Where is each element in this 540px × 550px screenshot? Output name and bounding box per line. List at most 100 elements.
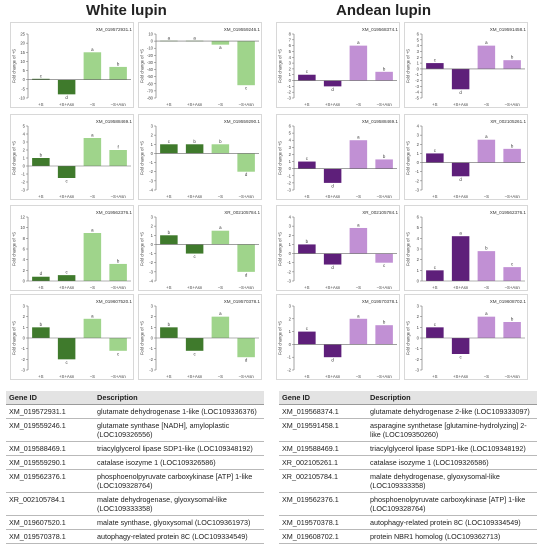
bar-4 (237, 244, 255, 272)
y-tick-label: 3 (289, 304, 292, 309)
description-cell: malate dehydrogenase, glyoxysomal-like (… (367, 469, 537, 493)
bar-4 (109, 66, 127, 80)
category-label: +S+Asn (187, 102, 203, 107)
y-tick-label: -2 (21, 357, 25, 362)
gene-id-label: XM_019559290.1 (224, 119, 261, 124)
bar-2 (323, 80, 342, 87)
bar-2 (323, 344, 342, 358)
bar-2 (185, 244, 204, 254)
gene-id-label: XM_019568374.1 (362, 27, 399, 32)
y-tick-label: 1 (289, 242, 292, 247)
bar-3 (83, 318, 102, 338)
description-cell: triacylglycerol lipase SDP1-like (LOC109… (94, 441, 264, 456)
category-label: −S (90, 194, 96, 199)
y-tick-label: 15 (20, 50, 25, 55)
header-gene-id: Gene ID (279, 391, 367, 405)
y-tick-label: 8 (289, 32, 292, 37)
description-cell: phosphoenolpyruvate carboxykinase [ATP] … (94, 469, 264, 493)
gene-id-cell: XR_002105784.1 (6, 492, 94, 516)
y-tick-label: 1 (23, 325, 26, 330)
y-tick-label: 4 (289, 215, 292, 220)
category-label: −S+Asn (504, 285, 520, 290)
bar-4 (503, 60, 521, 69)
gene-id-cell: XM_019591458.1 (279, 418, 367, 442)
significance-letter: b (117, 61, 120, 66)
y-tick-label: 10 (20, 59, 25, 64)
category-label: +S (432, 285, 438, 290)
y-tick-label: -1 (149, 346, 153, 351)
category-label: −S+Asn (238, 374, 254, 379)
category-label: −S (90, 374, 96, 379)
gene-id-cell: XM_019559290.1 (6, 455, 94, 470)
bar-chart-svg: -4 -3 -2 -1 0 1 2 3 Fold change of +S XR_00210578… (140, 210, 261, 290)
category-label: −S+Asn (504, 194, 520, 199)
bar-1 (426, 63, 444, 69)
bar-3 (349, 227, 368, 254)
y-axis-label: Fold change of +S (278, 232, 283, 266)
category-label: −S+Asn (504, 102, 520, 107)
y-axis-label: Fold change of +S (12, 49, 17, 83)
y-tick-label: 2 (417, 142, 420, 147)
bar-4 (503, 267, 521, 281)
significance-letter: b (511, 55, 514, 60)
significance-letter: a (219, 311, 222, 316)
significance-letter: b (117, 258, 120, 263)
category-label: +S+Asn (59, 102, 75, 107)
y-tick-label: 3 (23, 140, 26, 145)
y-tick-label: -2 (415, 178, 419, 183)
bar-2 (57, 79, 76, 95)
significance-letter: c (40, 73, 43, 78)
y-tick-label: 0 (151, 336, 154, 341)
significance-letter: c (194, 254, 197, 259)
bar-4 (375, 71, 393, 81)
significance-letter: d (40, 271, 43, 276)
y-tick-label: 1 (151, 233, 154, 238)
significance-letter: c (434, 322, 437, 327)
bar-1 (32, 327, 50, 338)
gene-id-label: XM_019588469.1 (362, 119, 399, 124)
bar-4 (237, 338, 255, 358)
category-label: +S (432, 102, 438, 107)
y-tick-label: 5 (289, 49, 292, 54)
gene-id-cell: XM_019572931.1 (6, 404, 94, 419)
description-cell: malate synthase, glyoxysomal (LOC1093619… (94, 515, 264, 530)
bar-3 (211, 144, 230, 154)
bar-1 (426, 153, 444, 163)
category-label: −S (356, 285, 362, 290)
category-label: +S+Asn (325, 194, 341, 199)
bar-1 (32, 158, 50, 166)
category-label: −S (356, 374, 362, 379)
table-row: XM_019562376.1 phosphoenolpyruvate carbox… (6, 469, 264, 493)
bar-3 (477, 251, 496, 281)
bar-1 (298, 161, 316, 169)
gene-id-cell: XM_019559246.1 (6, 418, 94, 442)
y-tick-label: -80 (147, 96, 154, 101)
table-row: XM_019588469.1 triacylglycerol lipase SDP… (279, 441, 537, 456)
y-tick-label: -4 (415, 90, 419, 95)
y-tick-label: 1 (289, 329, 292, 334)
bar-1 (298, 74, 316, 81)
y-tick-label: -3 (415, 188, 419, 193)
bar-chart-svg: -3 -2 -1 0 1 2 3 4 Fold change of +S XR_002105784… (278, 210, 399, 290)
y-tick-label: 1 (417, 151, 420, 156)
y-tick-label: -1 (21, 346, 25, 351)
significance-letter: b (168, 322, 171, 327)
bar-chart-svg: -3 -2 -1 0 1 2 3 Fold change of +S XM_019608702.… (406, 299, 527, 379)
significance-letter: b (511, 317, 514, 322)
header-description: Description (367, 391, 537, 405)
y-tick-label: 3 (417, 133, 420, 138)
significance-letter: a (485, 311, 488, 316)
bar-1 (426, 327, 444, 338)
bar-3 (477, 45, 496, 69)
y-tick-label: -2 (149, 357, 153, 362)
category-label: +S (38, 374, 44, 379)
chart-panel-white-7: -3 -2 -1 0 1 2 3 Fold change of +S XM_019607520.… (10, 294, 134, 380)
y-axis-label: Fold change of +S (406, 141, 411, 175)
gene-table-white: Gene ID Description XM_019572931.1 glutam… (6, 391, 264, 544)
description-cell: asparagine synthetase [glutamine-hydroly… (367, 418, 537, 442)
significance-letter: a (219, 45, 222, 50)
y-tick-label: 1 (289, 72, 292, 77)
bar-2 (185, 338, 204, 351)
bar-3 (211, 230, 230, 245)
significance-letter: c (383, 263, 386, 268)
